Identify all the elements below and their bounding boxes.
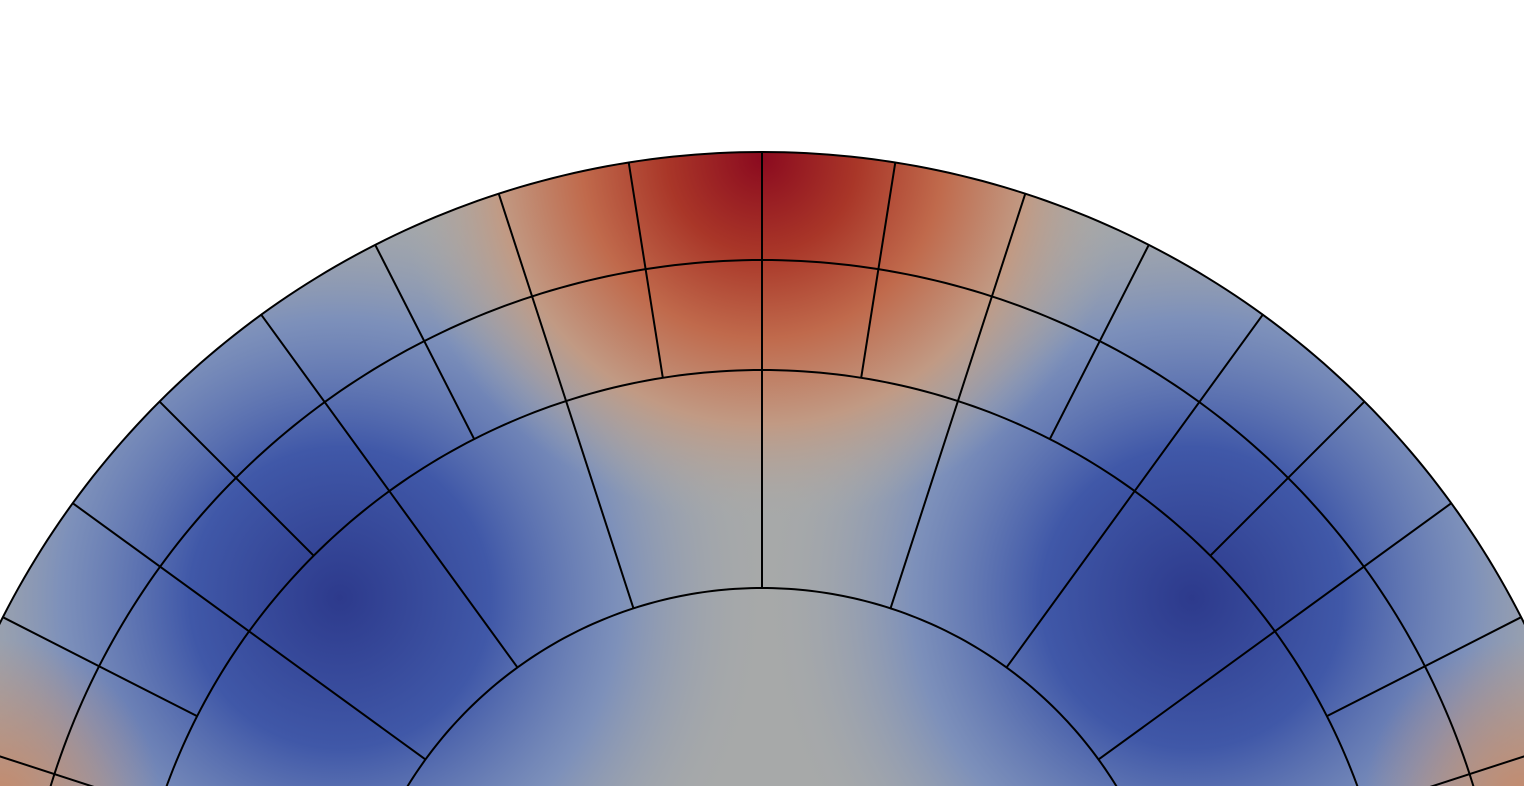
radial-edge-outer (1133, 314, 1264, 492)
radial-edge-inner (388, 490, 519, 669)
radial-edge-outer (0, 755, 95, 786)
radial-edge-inner (889, 400, 959, 609)
radial-edge-outer (1048, 244, 1150, 440)
radial-edge-inner (565, 400, 635, 609)
radial-edge-outer (860, 162, 897, 378)
radial-edge-outer (1429, 755, 1524, 786)
radial-edge-outer (72, 502, 250, 633)
radial-edge-outer (956, 193, 1027, 402)
radial-edge-inner (248, 630, 427, 761)
radial-edge-inner (1005, 490, 1136, 669)
radial-edge-outer (1209, 400, 1366, 557)
radial-edge-inner (1097, 630, 1276, 761)
radial-edge-outer (1274, 502, 1452, 633)
radial-edge-outer (158, 400, 315, 557)
radial-edge-outer (627, 162, 664, 378)
mesh-wireframe (0, 150, 1524, 786)
radial-edge-outer (2, 616, 198, 718)
radial-edge-outer (260, 314, 391, 492)
radial-edge-outer (497, 193, 568, 402)
radial-edge-outer (1326, 616, 1522, 718)
radial-edge-outer (374, 244, 476, 440)
